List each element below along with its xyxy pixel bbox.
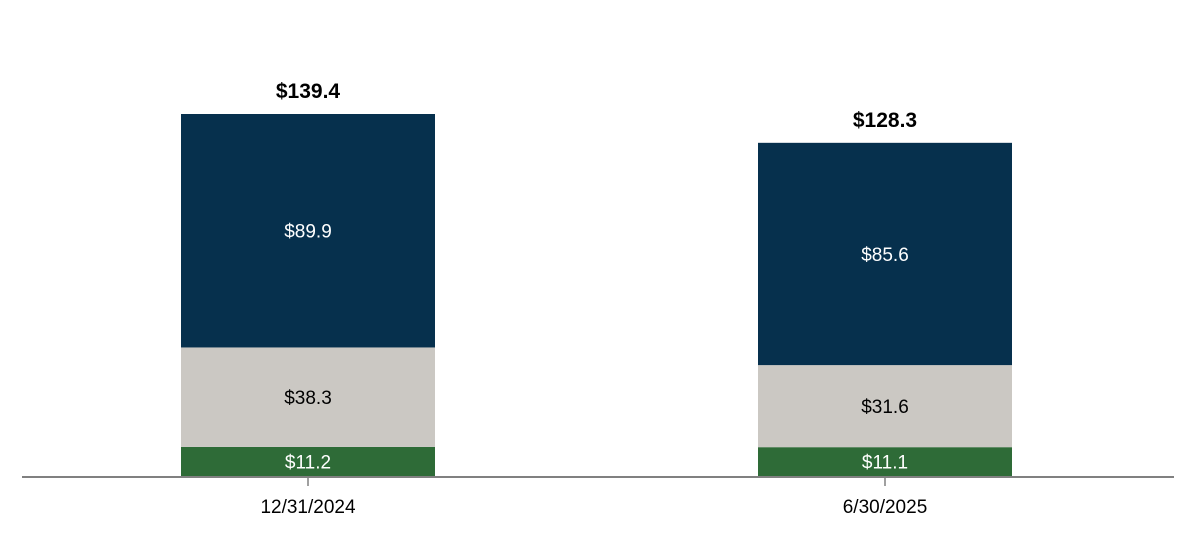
bar-segment [758,142,1012,366]
labels-group: $11.2 $38.3 $89.9 $139.4 12/31/2024 $11.1 $31.… [260,80,927,518]
total-label: $128.3 [853,109,917,132]
x-tick-label: 6/30/2025 [843,497,928,518]
data-label: $31.6 [861,397,909,418]
x-axis [22,476,1174,486]
data-label: $11.1 [862,453,908,474]
bar-segment [181,446,435,476]
data-label: $85.6 [861,245,909,266]
data-label: $38.3 [284,388,332,409]
bars-group [181,114,1012,476]
data-label: $89.9 [284,222,332,243]
x-tick-label: 12/31/2024 [260,497,356,518]
bar-segment [758,447,1012,476]
bar-segment [181,347,435,447]
total-label: $139.4 [276,80,341,103]
data-label: $11.2 [285,452,331,473]
bar-segment [181,114,435,348]
bar-segment [758,365,1012,448]
